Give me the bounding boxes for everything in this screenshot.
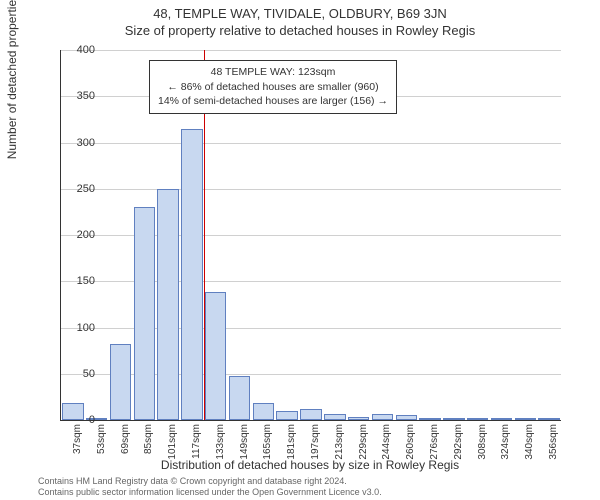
gridline [61, 50, 561, 51]
y-tick-label: 50 [65, 368, 95, 380]
bar [372, 414, 393, 420]
bar [324, 414, 345, 420]
x-tick-label: 340sqm [524, 424, 535, 464]
footer-line2: Contains public sector information licen… [38, 487, 382, 498]
gridline [61, 189, 561, 190]
gridline [61, 143, 561, 144]
annotation-line2: ← 86% of detached houses are smaller (96… [158, 80, 388, 95]
bar [491, 418, 512, 420]
chart-container: 48, TEMPLE WAY, TIVIDALE, OLDBURY, B69 3… [0, 0, 600, 500]
x-tick-label: 308sqm [477, 424, 488, 464]
x-tick-label: 244sqm [381, 424, 392, 464]
footer-line1: Contains HM Land Registry data © Crown c… [38, 476, 382, 487]
annotation-line1: 48 TEMPLE WAY: 123sqm [158, 65, 388, 80]
x-tick-label: 292sqm [453, 424, 464, 464]
y-tick-label: 200 [65, 229, 95, 241]
bar [515, 418, 536, 420]
footer-text: Contains HM Land Registry data © Crown c… [38, 476, 382, 498]
x-tick-label: 133sqm [215, 424, 226, 464]
chart-plot-area: 48 TEMPLE WAY: 123sqm← 86% of detached h… [60, 50, 561, 421]
x-tick-label: 356sqm [548, 424, 559, 464]
annotation-box: 48 TEMPLE WAY: 123sqm← 86% of detached h… [149, 60, 397, 114]
bar [229, 376, 250, 420]
annotation-line3: 14% of semi-detached houses are larger (… [158, 94, 388, 109]
bar [276, 411, 297, 420]
bar [467, 418, 488, 420]
bar [205, 292, 226, 420]
y-tick-label: 300 [65, 137, 95, 149]
bar [253, 403, 274, 420]
bar [396, 415, 417, 420]
y-tick-label: 100 [65, 322, 95, 334]
x-tick-label: 165sqm [262, 424, 273, 464]
y-tick-label: 350 [65, 90, 95, 102]
y-tick-label: 250 [65, 183, 95, 195]
x-tick-label: 260sqm [405, 424, 416, 464]
title-main: 48, TEMPLE WAY, TIVIDALE, OLDBURY, B69 3… [0, 0, 600, 21]
x-tick-label: 149sqm [239, 424, 250, 464]
x-tick-label: 181sqm [286, 424, 297, 464]
bar [443, 418, 464, 420]
bar [419, 418, 440, 420]
bar [110, 344, 131, 420]
title-sub: Size of property relative to detached ho… [0, 21, 600, 38]
bar [300, 409, 321, 420]
bar [181, 129, 202, 420]
bar [538, 418, 559, 420]
y-tick-label: 150 [65, 275, 95, 287]
y-axis-label: Number of detached properties [5, 0, 19, 159]
x-tick-label: 324sqm [500, 424, 511, 464]
bar [157, 189, 178, 420]
x-tick-label: 53sqm [96, 424, 107, 464]
x-tick-label: 213sqm [334, 424, 345, 464]
x-tick-label: 69sqm [120, 424, 131, 464]
x-tick-label: 276sqm [429, 424, 440, 464]
x-tick-label: 37sqm [72, 424, 83, 464]
bar [348, 417, 369, 420]
y-tick-label: 400 [65, 44, 95, 56]
x-tick-label: 85sqm [143, 424, 154, 464]
x-tick-label: 229sqm [358, 424, 369, 464]
bar [134, 207, 155, 420]
x-tick-label: 101sqm [167, 424, 178, 464]
x-tick-label: 197sqm [310, 424, 321, 464]
x-tick-label: 117sqm [191, 424, 202, 464]
